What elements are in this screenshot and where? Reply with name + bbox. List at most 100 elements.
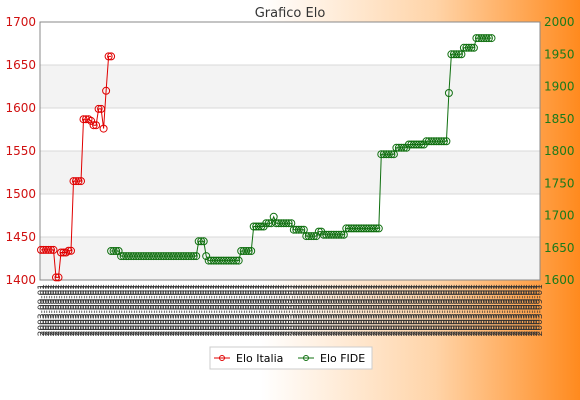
x-axis-tick-label: 2003-09-01 xyxy=(42,284,52,336)
data-point xyxy=(187,252,196,261)
x-axis-tick-label: 2003-09-01 xyxy=(287,284,297,336)
left-axis-tick-label: 1400 xyxy=(5,273,36,287)
x-axis-tick-label: 2003-09-01 xyxy=(115,284,125,336)
data-point xyxy=(384,150,393,159)
x-axis-tick-label: 2003-09-01 xyxy=(380,284,390,336)
data-point xyxy=(72,177,80,186)
x-axis-tick-label: 2003-09-01 xyxy=(122,284,132,336)
x-axis-tick-label: 2003-09-01 xyxy=(237,284,247,336)
x-axis-tick-label: 2003-09-01 xyxy=(492,284,502,336)
x-axis-tick-label: 2003-09-01 xyxy=(265,284,275,336)
x-axis-tick-label: 2003-09-01 xyxy=(215,284,225,336)
x-axis-tick-label: 2003-09-01 xyxy=(325,284,335,336)
x-axis-tick-label: 2003-09-01 xyxy=(317,284,327,336)
x-axis-tick-label: 2003-09-01 xyxy=(67,284,77,336)
x-axis-tick-label: 2003-09-01 xyxy=(365,284,375,336)
x-axis-tick-label: 2003-09-01 xyxy=(532,284,542,336)
data-point xyxy=(197,237,206,246)
x-axis-tick-label: 2003-09-01 xyxy=(252,284,262,336)
x-axis-tick-label: 2003-09-01 xyxy=(422,284,432,336)
x-axis-tick-label: 2003-09-01 xyxy=(372,284,382,336)
x-axis-tick-label: 2003-09-01 xyxy=(360,284,370,336)
x-axis-tick-label: 2003-09-01 xyxy=(125,284,135,336)
x-axis-tick-label: 2003-09-01 xyxy=(497,284,507,336)
x-axis-tick-label: 2003-09-01 xyxy=(332,284,342,336)
right-axis-tick-label: 1600 xyxy=(544,273,575,287)
x-axis-tick-label: 2003-09-01 xyxy=(400,284,410,336)
data-point xyxy=(67,246,75,255)
x-axis-tick-label: 2003-09-01 xyxy=(432,284,442,336)
x-axis-tick-label: 2003-09-01 xyxy=(367,284,377,336)
x-axis-tick-label: 2003-09-01 xyxy=(482,284,492,336)
right-axis-tick-label: 1850 xyxy=(544,112,575,126)
legend-box xyxy=(209,346,373,370)
x-axis-tick-label: 2003-09-01 xyxy=(340,284,350,336)
x-axis-tick-label: 2003-09-01 xyxy=(217,284,227,336)
right-axis-tick-label: 1700 xyxy=(544,209,575,223)
data-point xyxy=(382,150,391,159)
x-axis-tick-label: 2003-09-01 xyxy=(37,284,47,336)
data-point xyxy=(312,232,321,241)
x-axis-tick-label: 2003-09-01 xyxy=(235,284,245,336)
x-axis-tick-label: 2003-09-01 xyxy=(510,284,520,336)
x-axis-tick-label: 2003-09-01 xyxy=(460,284,470,336)
x-axis-tick-label: 2003-09-01 xyxy=(62,284,72,336)
data-point xyxy=(387,150,396,159)
x-axis-tick-label: 2003-09-01 xyxy=(487,284,497,336)
x-axis-tick-label: 2003-09-01 xyxy=(320,284,330,336)
x-axis-tick-label: 2003-09-01 xyxy=(315,284,325,336)
grid-band xyxy=(40,151,540,194)
data-point xyxy=(442,137,451,146)
x-axis-tick-label: 2003-09-01 xyxy=(300,284,310,336)
x-axis-tick-label: 2003-09-01 xyxy=(255,284,265,336)
grid-band xyxy=(40,65,540,108)
data-point xyxy=(62,248,70,257)
x-axis-tick-label: 2003-09-01 xyxy=(305,284,315,336)
x-axis-tick-label: 2003-09-01 xyxy=(290,284,300,336)
x-axis-tick-label: 2003-09-01 xyxy=(112,284,122,336)
x-axis-tick-label: 2003-09-01 xyxy=(430,284,440,336)
x-axis-tick-label: 2003-09-01 xyxy=(150,284,160,336)
data-point xyxy=(294,225,303,234)
x-axis-tick-label: 2003-09-01 xyxy=(260,284,270,336)
x-axis-tick-label: 2003-09-01 xyxy=(355,284,365,336)
data-point xyxy=(102,86,111,95)
x-axis-tick-label: 2003-09-01 xyxy=(190,284,200,336)
x-axis-tick-label: 2003-09-01 xyxy=(45,284,55,336)
data-point xyxy=(464,43,473,52)
x-axis-tick-label: 2003-09-01 xyxy=(447,284,457,336)
x-axis-tick-label: 2003-09-01 xyxy=(90,284,100,336)
x-axis-tick-label: 2003-09-01 xyxy=(477,284,487,336)
x-axis-tick-label: 2003-09-01 xyxy=(397,284,407,336)
x-axis-tick-label: 2003-09-01 xyxy=(485,284,495,336)
data-point xyxy=(469,43,478,52)
x-axis-tick-label: 2003-09-01 xyxy=(277,284,287,336)
left-axis-tick-label: 1500 xyxy=(5,187,36,201)
x-axis-tick-label: 2003-09-01 xyxy=(507,284,517,336)
x-axis-tick-label: 2003-09-01 xyxy=(157,284,167,336)
data-point xyxy=(92,121,101,130)
data-point xyxy=(444,89,453,97)
data-point xyxy=(482,34,491,43)
x-axis-tick-label: 2003-09-01 xyxy=(302,284,312,336)
left-axis-tick-label: 1700 xyxy=(5,15,36,29)
x-axis-tick-label: 2003-09-01 xyxy=(192,284,202,336)
x-axis-tick-label: 2003-09-01 xyxy=(55,284,65,336)
data-point xyxy=(334,230,343,239)
data-point xyxy=(114,247,123,255)
legend-marker-elo-italia xyxy=(219,355,225,361)
x-axis-tick-label: 2003-09-01 xyxy=(475,284,485,336)
data-point xyxy=(372,224,381,233)
data-point xyxy=(467,43,476,52)
x-axis-tick-label: 2003-09-01 xyxy=(200,284,210,336)
data-point xyxy=(54,273,63,282)
x-axis-tick-label: 2003-09-01 xyxy=(417,284,427,336)
x-axis-tick-label: 2003-09-01 xyxy=(205,284,215,336)
data-point xyxy=(229,256,238,265)
x-axis-tick-label: 2003-09-01 xyxy=(435,284,445,336)
x-axis-tick-label: 2003-09-01 xyxy=(47,284,57,336)
x-axis-tick-label: 2003-09-01 xyxy=(337,284,347,336)
x-axis-tick-label: 2003-09-01 xyxy=(462,284,472,336)
x-axis-tick-label: 2003-09-01 xyxy=(445,284,455,336)
